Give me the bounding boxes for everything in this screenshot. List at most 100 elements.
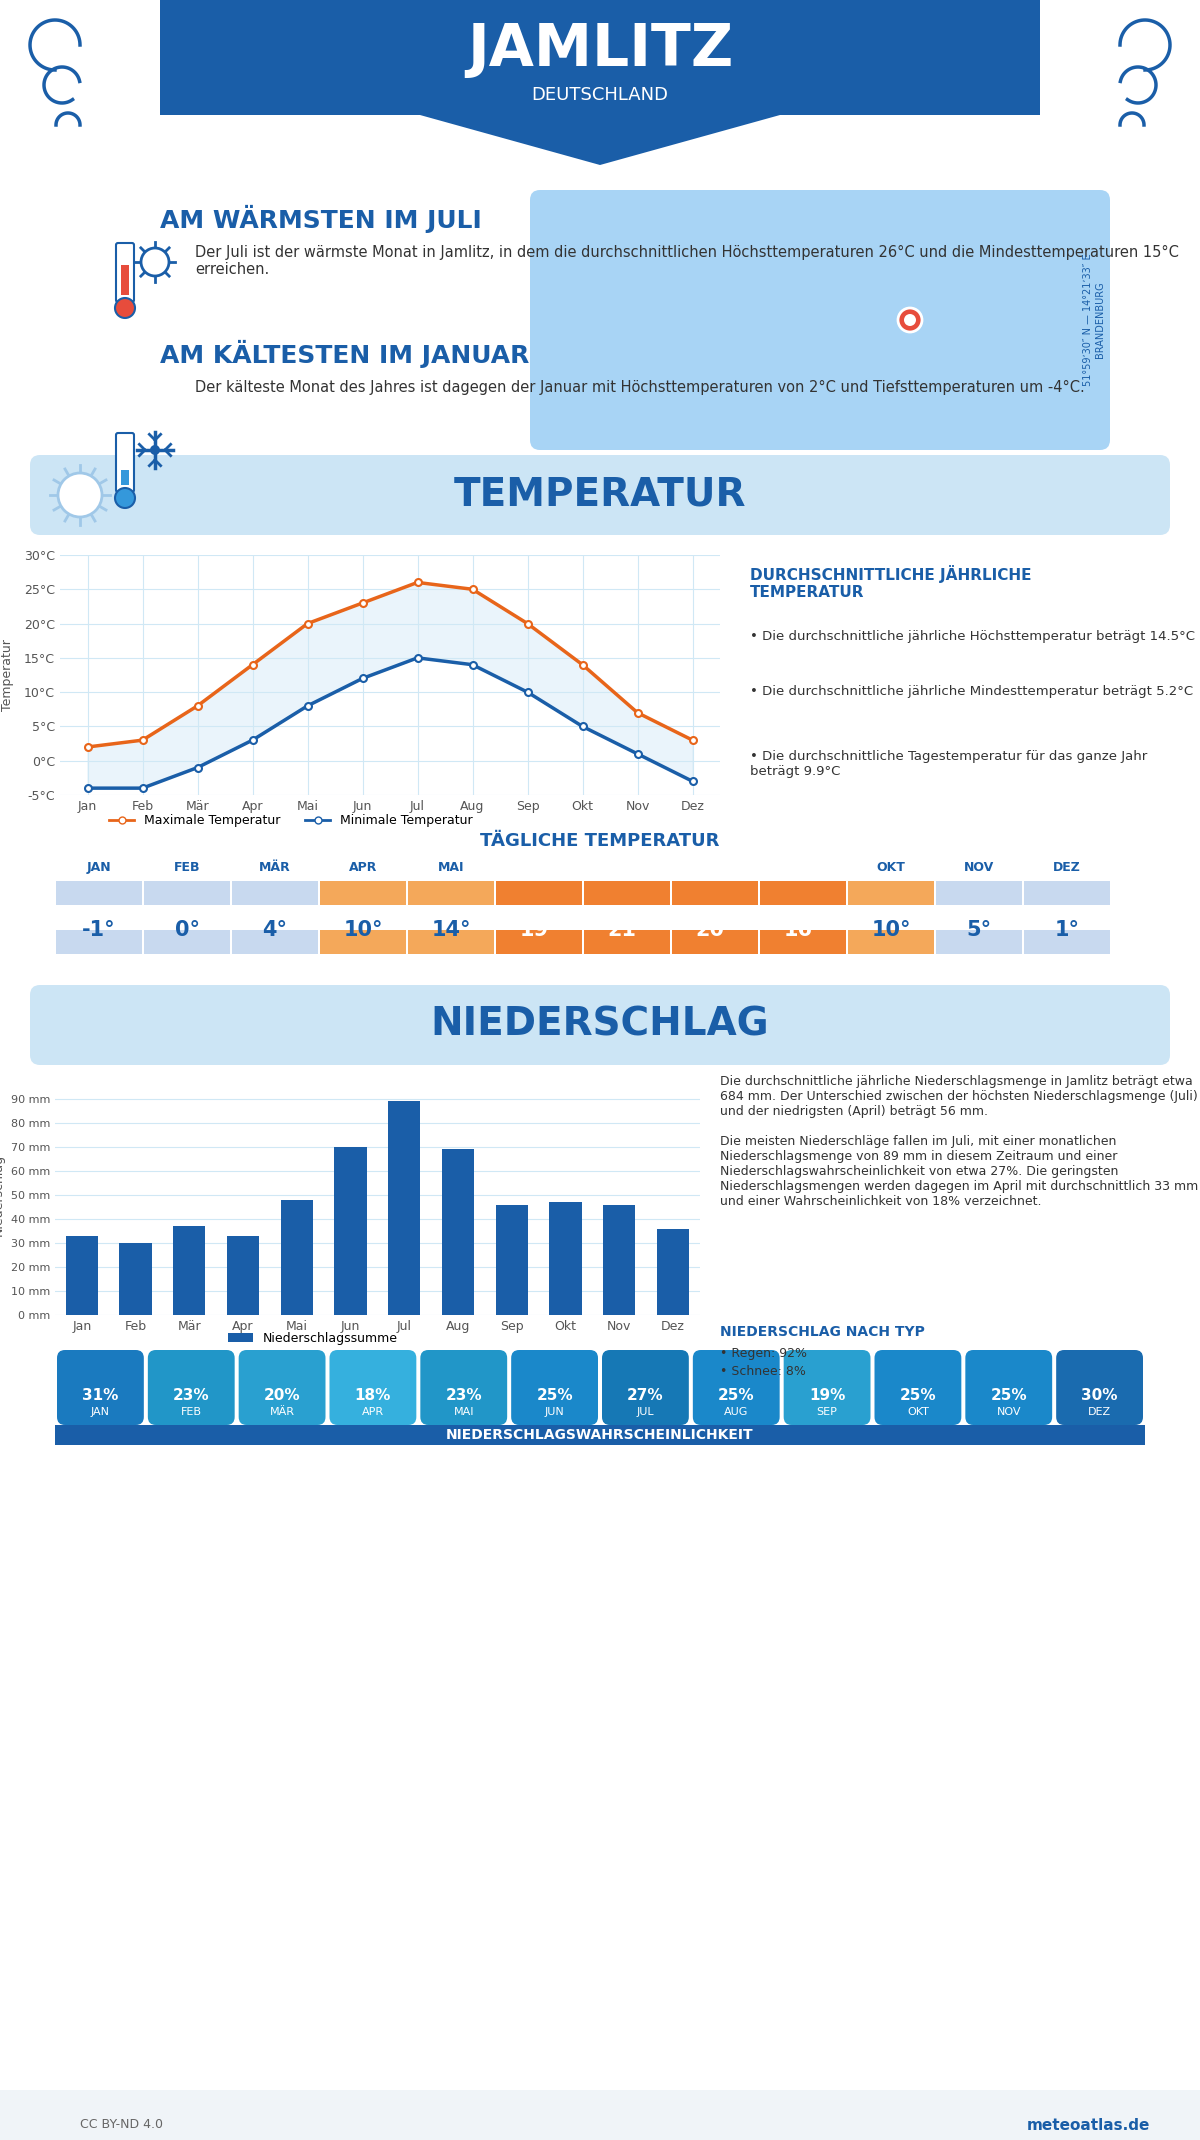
Bar — [55, 1425, 1145, 1444]
Text: 10°: 10° — [871, 920, 911, 939]
Bar — [1024, 882, 1110, 905]
Bar — [56, 931, 142, 954]
Bar — [936, 882, 1022, 905]
Bar — [656, 1228, 689, 1314]
Bar — [408, 931, 494, 954]
Text: 0°: 0° — [174, 920, 199, 939]
Circle shape — [150, 445, 160, 456]
Text: DURCHSCHNITTLICHE JÄHRLICHE
TEMPERATUR: DURCHSCHNITTLICHE JÄHRLICHE TEMPERATUR — [750, 565, 1032, 601]
Bar — [496, 1205, 528, 1314]
Bar — [173, 1226, 205, 1314]
Bar — [496, 882, 582, 905]
Text: 21°: 21° — [607, 920, 647, 939]
FancyBboxPatch shape — [511, 1350, 598, 1425]
Text: AM KÄLTESTEN IM JANUAR: AM KÄLTESTEN IM JANUAR — [160, 340, 529, 368]
Text: OKT: OKT — [907, 1406, 929, 1417]
Bar — [584, 882, 670, 905]
Bar — [496, 931, 582, 954]
Text: JUN: JUN — [527, 860, 552, 873]
Text: 23%: 23% — [173, 1387, 210, 1402]
Text: MAI: MAI — [438, 860, 464, 873]
Text: 23%: 23% — [445, 1387, 482, 1402]
Text: • Die durchschnittliche Tagestemperatur für das ganze Jahr beträgt 9.9°C: • Die durchschnittliche Tagestemperatur … — [750, 749, 1147, 779]
Text: 30%: 30% — [1081, 1387, 1118, 1402]
Bar — [760, 882, 846, 905]
Text: • Schnee: 8%: • Schnee: 8% — [720, 1365, 806, 1378]
Bar — [936, 931, 1022, 954]
FancyBboxPatch shape — [1056, 1350, 1142, 1425]
Text: -1°: -1° — [82, 920, 116, 939]
Bar — [335, 1147, 367, 1314]
Text: Der kälteste Monat des Jahres ist dagegen der Januar mit Höchsttemperaturen von : Der kälteste Monat des Jahres ist dagege… — [194, 381, 1085, 396]
Bar — [121, 471, 130, 486]
FancyBboxPatch shape — [330, 1350, 416, 1425]
Bar — [442, 1149, 474, 1314]
FancyBboxPatch shape — [58, 1350, 144, 1425]
Bar — [160, 0, 1040, 116]
Text: JAN: JAN — [86, 860, 112, 873]
Circle shape — [898, 308, 922, 332]
Text: meteoatlas.de: meteoatlas.de — [1027, 2116, 1150, 2131]
Text: • Regen: 92%: • Regen: 92% — [720, 1346, 808, 1361]
Bar — [408, 882, 494, 905]
Text: JAMLITZ: JAMLITZ — [467, 21, 733, 79]
Text: DEZ: DEZ — [1054, 860, 1081, 873]
Polygon shape — [420, 116, 780, 165]
FancyBboxPatch shape — [30, 456, 1170, 535]
Bar — [672, 931, 758, 954]
FancyBboxPatch shape — [148, 1350, 235, 1425]
Circle shape — [58, 473, 102, 518]
Text: APR: APR — [362, 1406, 384, 1417]
Bar — [672, 882, 758, 905]
Text: 27%: 27% — [628, 1387, 664, 1402]
Text: MAI: MAI — [454, 1406, 474, 1417]
Bar — [320, 931, 406, 954]
Text: AUG: AUG — [724, 1406, 749, 1417]
Text: SEP: SEP — [790, 860, 816, 873]
Text: CC BY-ND 4.0: CC BY-ND 4.0 — [80, 2119, 163, 2131]
Text: Die durchschnittliche jährliche Niederschlagsmenge in Jamlitz beträgt etwa 684 m: Die durchschnittliche jährliche Niedersc… — [720, 1074, 1199, 1207]
Text: • Die durchschnittliche jährliche Höchsttemperatur beträgt 14.5°C: • Die durchschnittliche jährliche Höchst… — [750, 629, 1195, 642]
Text: JUL: JUL — [616, 860, 638, 873]
Text: 51°59ʼ30″ N — 14°21ʼ33″ E
BRANDENBURG: 51°59ʼ30″ N — 14°21ʼ33″ E BRANDENBURG — [1084, 255, 1105, 387]
FancyBboxPatch shape — [530, 190, 1110, 449]
Circle shape — [904, 315, 916, 325]
Text: AUG: AUG — [701, 860, 730, 873]
Text: 25%: 25% — [990, 1387, 1027, 1402]
Text: OKT: OKT — [876, 860, 906, 873]
Text: JUL: JUL — [637, 1406, 654, 1417]
Text: NIEDERSCHLAGSWAHRSCHEINLICHKEIT: NIEDERSCHLAGSWAHRSCHEINLICHKEIT — [446, 1427, 754, 1442]
Bar — [281, 1201, 313, 1314]
Text: DEZ: DEZ — [1088, 1406, 1111, 1417]
Legend: Maximale Temperatur, Minimale Temperatur: Maximale Temperatur, Minimale Temperatur — [104, 809, 478, 832]
Text: MÄR: MÄR — [270, 1406, 294, 1417]
FancyBboxPatch shape — [116, 244, 134, 302]
Text: 5°: 5° — [966, 920, 991, 939]
Text: AM WÄRMSTEN IM JULI: AM WÄRMSTEN IM JULI — [160, 205, 481, 233]
Bar — [1024, 931, 1110, 954]
Text: Der Juli ist der wärmste Monat in Jamlitz, in dem die durchschnittlichen Höchstt: Der Juli ist der wärmste Monat in Jamlit… — [194, 244, 1178, 278]
Bar — [584, 931, 670, 954]
Text: TEMPERATUR: TEMPERATUR — [454, 475, 746, 514]
Text: 10°: 10° — [343, 920, 383, 939]
Circle shape — [142, 248, 169, 276]
Text: JAN: JAN — [91, 1406, 110, 1417]
Bar — [66, 1235, 98, 1314]
Text: 25%: 25% — [900, 1387, 936, 1402]
Text: 1°: 1° — [1055, 920, 1080, 939]
Text: • Die durchschnittliche jährliche Mindesttemperatur beträgt 5.2°C: • Die durchschnittliche jährliche Mindes… — [750, 685, 1193, 698]
Bar — [227, 1235, 259, 1314]
Text: NIEDERSCHLAG: NIEDERSCHLAG — [431, 1006, 769, 1044]
Text: 20°: 20° — [695, 920, 734, 939]
Text: NOV: NOV — [996, 1406, 1021, 1417]
Text: 25%: 25% — [536, 1387, 572, 1402]
Bar — [120, 1243, 151, 1314]
Text: APR: APR — [349, 860, 377, 873]
Bar — [760, 931, 846, 954]
FancyBboxPatch shape — [602, 1350, 689, 1425]
Bar — [550, 1203, 582, 1314]
FancyBboxPatch shape — [965, 1350, 1052, 1425]
Text: FEB: FEB — [181, 1406, 202, 1417]
Bar — [121, 265, 130, 295]
Text: FEB: FEB — [174, 860, 200, 873]
